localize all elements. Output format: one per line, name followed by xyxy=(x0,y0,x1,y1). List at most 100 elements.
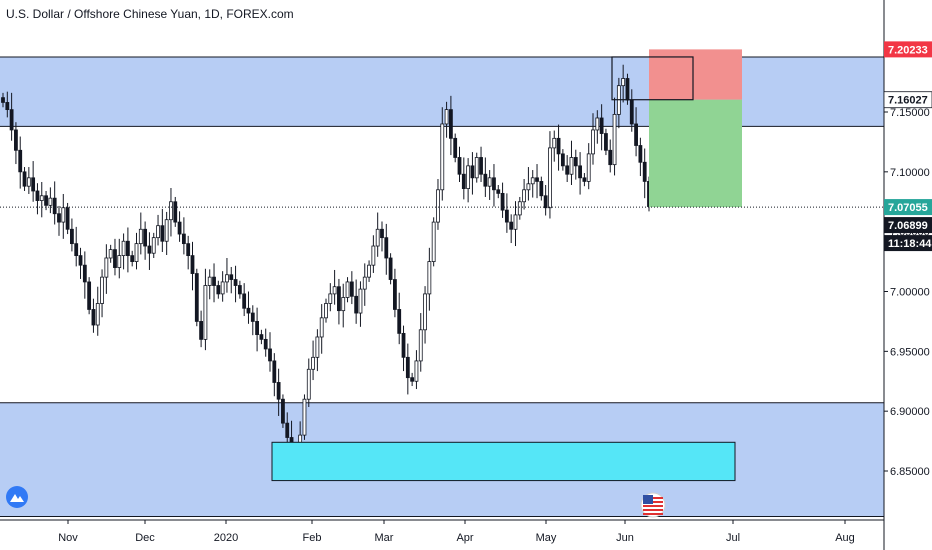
candle xyxy=(341,297,346,312)
candle xyxy=(285,422,290,438)
candle xyxy=(354,295,359,314)
candle xyxy=(104,257,109,278)
candle xyxy=(65,207,70,230)
candle xyxy=(207,276,212,286)
entry-price-label: 7.16027 xyxy=(888,95,928,107)
candle xyxy=(418,329,423,362)
x-tick-label: Apr xyxy=(456,532,473,544)
candle xyxy=(586,153,591,182)
candle xyxy=(612,113,617,166)
stop-price-label-bg xyxy=(884,41,932,58)
x-tick-label: Feb xyxy=(303,532,322,544)
y-tick-label: 6.85000 xyxy=(890,466,930,478)
candle xyxy=(130,255,135,262)
candle xyxy=(517,201,522,216)
entry-price-label-bg xyxy=(883,91,932,109)
us-flag-icon xyxy=(640,492,666,518)
candle xyxy=(362,276,367,290)
candle xyxy=(337,286,341,312)
candle xyxy=(358,288,363,314)
candle xyxy=(125,240,130,257)
candle xyxy=(225,274,229,283)
tradingview-logo[interactable] xyxy=(6,486,28,508)
flag-stripe xyxy=(643,513,663,515)
candle xyxy=(591,129,595,155)
candle xyxy=(522,189,527,203)
candle xyxy=(530,177,535,185)
candle xyxy=(306,368,311,400)
stop-price-label: 7.20233 xyxy=(888,44,928,56)
candle xyxy=(414,360,419,382)
candle xyxy=(246,307,251,314)
candle xyxy=(190,255,195,274)
candle xyxy=(457,157,462,175)
candle xyxy=(539,181,544,197)
candle xyxy=(621,78,626,87)
flag-stripe xyxy=(643,509,663,511)
candle xyxy=(138,228,143,245)
drawings-layer xyxy=(0,49,884,482)
candle xyxy=(466,165,471,189)
candle xyxy=(22,171,27,187)
y-tick-label: 6.90000 xyxy=(890,406,930,418)
candle xyxy=(608,149,613,166)
candle xyxy=(14,129,18,151)
candle xyxy=(410,377,415,382)
candle xyxy=(147,245,152,254)
candle xyxy=(401,332,406,358)
candle xyxy=(375,228,380,247)
candle xyxy=(565,165,570,175)
candle xyxy=(259,334,264,340)
candle xyxy=(573,157,578,167)
candle xyxy=(629,99,634,125)
candle xyxy=(233,279,238,286)
candle xyxy=(423,293,427,331)
candle xyxy=(479,157,483,175)
candle xyxy=(492,177,496,191)
candle xyxy=(448,109,453,139)
candle xyxy=(87,281,92,310)
target-price-label-bg xyxy=(884,199,932,216)
candle xyxy=(194,273,199,322)
candle xyxy=(199,321,204,340)
x-tick-label: Dec xyxy=(135,532,155,544)
candle xyxy=(9,109,14,131)
candle xyxy=(229,274,234,280)
candle xyxy=(526,183,531,191)
x-tick-label: Nov xyxy=(58,532,78,544)
candle xyxy=(61,207,66,223)
candle xyxy=(1,97,5,103)
candle xyxy=(397,309,402,334)
candles-layer xyxy=(1,64,651,479)
candle xyxy=(276,382,281,400)
y-tick-label: 7.00000 xyxy=(890,287,930,299)
candle xyxy=(642,161,647,182)
candle xyxy=(487,177,492,187)
candle xyxy=(181,233,186,245)
x-tick-label: Mar xyxy=(375,532,394,544)
candle xyxy=(18,149,23,173)
candle xyxy=(461,173,466,189)
candle xyxy=(121,240,126,257)
candle xyxy=(384,237,389,259)
candle xyxy=(367,264,371,278)
candle xyxy=(604,133,608,151)
candle xyxy=(578,165,582,179)
candle xyxy=(39,195,44,201)
take-profit-area xyxy=(649,99,742,208)
candle xyxy=(371,245,376,266)
candle xyxy=(625,78,630,101)
candle xyxy=(328,293,333,304)
candle xyxy=(548,147,552,209)
candle xyxy=(5,102,10,111)
candle xyxy=(70,228,74,245)
last-price-label-bg xyxy=(884,217,932,234)
flag-stripe xyxy=(643,505,663,507)
candle xyxy=(212,276,216,286)
candle xyxy=(444,109,449,125)
candle xyxy=(26,177,31,187)
candle xyxy=(474,157,479,179)
chart-title: U.S. Dollar / Offshore Chinese Yuan, 1D,… xyxy=(6,7,294,21)
candle xyxy=(272,360,277,383)
